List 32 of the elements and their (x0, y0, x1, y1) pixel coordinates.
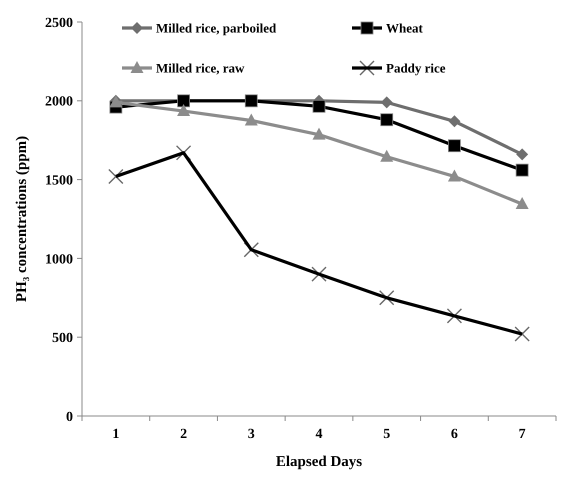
x-tick-label: 4 (316, 427, 322, 442)
y-tick-label: 2000 (45, 94, 73, 110)
point (448, 115, 460, 128)
legend-label: Paddy rice (386, 60, 446, 76)
point (380, 150, 394, 162)
point (177, 104, 190, 116)
point (312, 100, 326, 113)
point (312, 128, 326, 140)
y-tick-label: 0 (66, 410, 73, 425)
point (380, 113, 394, 126)
x-tick-label: 2 (180, 427, 188, 442)
x-tick-label: 3 (248, 427, 255, 442)
y-tick-label: 2500 (45, 16, 73, 31)
y-tick-label: 1500 (45, 174, 73, 188)
point (448, 139, 461, 152)
x-tick-label: 7 (518, 427, 526, 442)
x-tick-label: 6 (450, 427, 458, 442)
x-axis-title: Elapsed Days (276, 454, 362, 470)
point (448, 169, 461, 182)
y-axis-title: PH₃ concentrations (ppm) (14, 136, 30, 302)
x-tick-label: 5 (383, 427, 390, 442)
point (516, 164, 529, 177)
x-tick-label: 1 (112, 427, 120, 442)
legend-label: Milled rice, raw (156, 60, 246, 76)
y-tick-label: 1000 (45, 252, 73, 268)
point (244, 114, 258, 126)
point (380, 96, 393, 108)
legend-label: Milled rice, parboiled (156, 20, 277, 36)
point (516, 148, 528, 160)
legend-label: Wheat (386, 20, 424, 36)
point (516, 197, 529, 210)
y-tick-label: 500 (52, 331, 73, 346)
